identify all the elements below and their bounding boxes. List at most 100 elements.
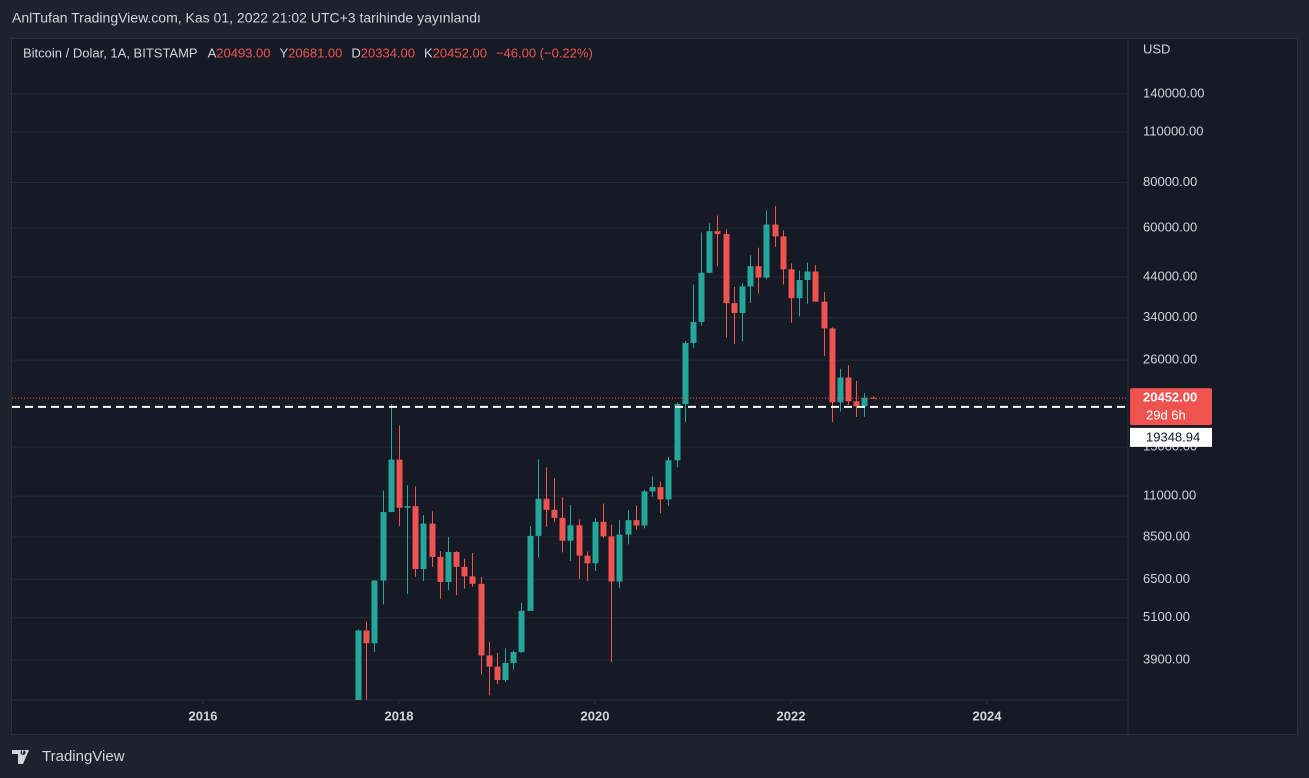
candle-body: [592, 521, 599, 564]
legend-key: K: [424, 45, 433, 60]
legend-value: 20681.00: [288, 45, 342, 60]
last-price-label: 20452.00: [1143, 390, 1197, 405]
horizontal-line-label: 19348.94: [1146, 429, 1200, 444]
candle-body: [780, 236, 787, 270]
candle-body: [412, 506, 419, 570]
candle-body: [559, 517, 566, 541]
candle-body: [486, 655, 493, 667]
legend-key: D: [351, 45, 360, 60]
y-tick-label: 60000.00: [1143, 219, 1197, 234]
candle-body: [469, 576, 476, 584]
candle-body: [404, 506, 411, 508]
candle-body: [502, 662, 509, 681]
brand-name: TradingView: [42, 748, 125, 765]
candle-body: [665, 460, 672, 500]
candle-body: [363, 630, 370, 644]
countdown-label: 29d 6h: [1146, 408, 1186, 423]
candle-body: [535, 498, 542, 536]
chart-frame: [11, 38, 1298, 735]
candle-body: [755, 266, 762, 278]
brand-logo: [12, 750, 29, 764]
x-tick-label: 2018: [385, 708, 414, 723]
y-tick-label: 34000.00: [1143, 309, 1197, 324]
candle-body: [551, 509, 558, 518]
candle-body: [837, 377, 844, 403]
candle-body: [453, 551, 460, 567]
candle-body: [355, 630, 362, 700]
candle-body: [633, 520, 640, 526]
candle-body: [437, 556, 444, 583]
candle-body: [429, 523, 436, 557]
candle-body: [567, 525, 574, 541]
y-tick-label: 80000.00: [1143, 174, 1197, 189]
candle-body: [682, 342, 689, 405]
legend-change: −46.00 (−0.22%): [496, 45, 593, 60]
y-tick-label: 3900.00: [1143, 652, 1190, 667]
y-tick-label: 44000.00: [1143, 268, 1197, 283]
legend-value: 20334.00: [361, 45, 415, 60]
y-tick-label: 6500.00: [1143, 571, 1190, 586]
candle-body: [812, 271, 819, 302]
candle-body: [723, 234, 730, 304]
horizontal-line-tag: [1130, 427, 1212, 447]
candle-body: [445, 551, 452, 583]
candle-body: [494, 666, 501, 681]
legend-value: 20452.00: [433, 45, 487, 60]
symbol-title: Bitcoin / Dolar, 1A, BITSTAMP: [23, 45, 198, 60]
candle-body: [731, 303, 738, 313]
candle-body: [690, 321, 697, 343]
candle-body: [861, 397, 868, 407]
y-tick-label: 11000.00: [1143, 488, 1196, 503]
candle-body: [616, 534, 623, 582]
legend-key: A: [208, 45, 217, 60]
candle-body: [706, 231, 713, 273]
y-tick-label: 110000.00: [1143, 124, 1204, 139]
y-tick-label: 5100.00: [1143, 609, 1190, 624]
plot-area: [355, 205, 877, 700]
candle-body: [584, 555, 591, 564]
candle-body: [657, 487, 664, 500]
candle-body: [510, 652, 517, 663]
candle-body: [641, 491, 648, 526]
x-tick-label: 2016: [189, 708, 218, 723]
brand: TradingView: [12, 748, 125, 765]
candle-body: [388, 459, 395, 513]
candle-body: [543, 498, 550, 510]
last-price-tag: [1130, 388, 1212, 426]
candle-body: [600, 521, 607, 537]
candle-body: [763, 224, 770, 278]
candle-body: [788, 269, 795, 299]
candle-body: [518, 610, 525, 653]
candle-body: [625, 520, 632, 535]
legend: Bitcoin / Dolar, 1A, BITSTAMP A 20493.00 Y…: [23, 45, 593, 60]
currency-label: USD: [1143, 41, 1170, 56]
candle-body: [371, 580, 378, 644]
candle-body: [804, 271, 811, 281]
candle-body: [829, 328, 836, 403]
y-tick-label: 26000.00: [1143, 352, 1197, 367]
x-tick-label: 2020: [581, 708, 610, 723]
y-tick-label: 8500.00: [1143, 528, 1190, 543]
y-tick-label: 140000.00: [1143, 85, 1204, 100]
legend-key: Y: [280, 45, 289, 60]
candle-body: [739, 286, 746, 313]
x-tick-label: 2024: [973, 708, 1003, 723]
candle-body: [478, 583, 485, 656]
candle-body: [853, 401, 860, 407]
x-tick-label: 2022: [777, 708, 806, 723]
candle-body: [674, 404, 681, 461]
candle-body: [608, 536, 615, 582]
candle-body: [747, 266, 754, 287]
candle-body: [527, 535, 534, 611]
published-note: AnlTufan TradingView.com, Kas 01, 2022 2…: [12, 10, 481, 26]
legend-value: 20493.00: [216, 45, 270, 60]
candle-body: [845, 377, 852, 402]
candle-body: [396, 459, 403, 508]
candle-body: [714, 231, 721, 235]
candle-body: [772, 224, 779, 237]
candle-body: [420, 523, 427, 570]
candle-body: [796, 280, 803, 299]
candle-body: [380, 512, 387, 581]
